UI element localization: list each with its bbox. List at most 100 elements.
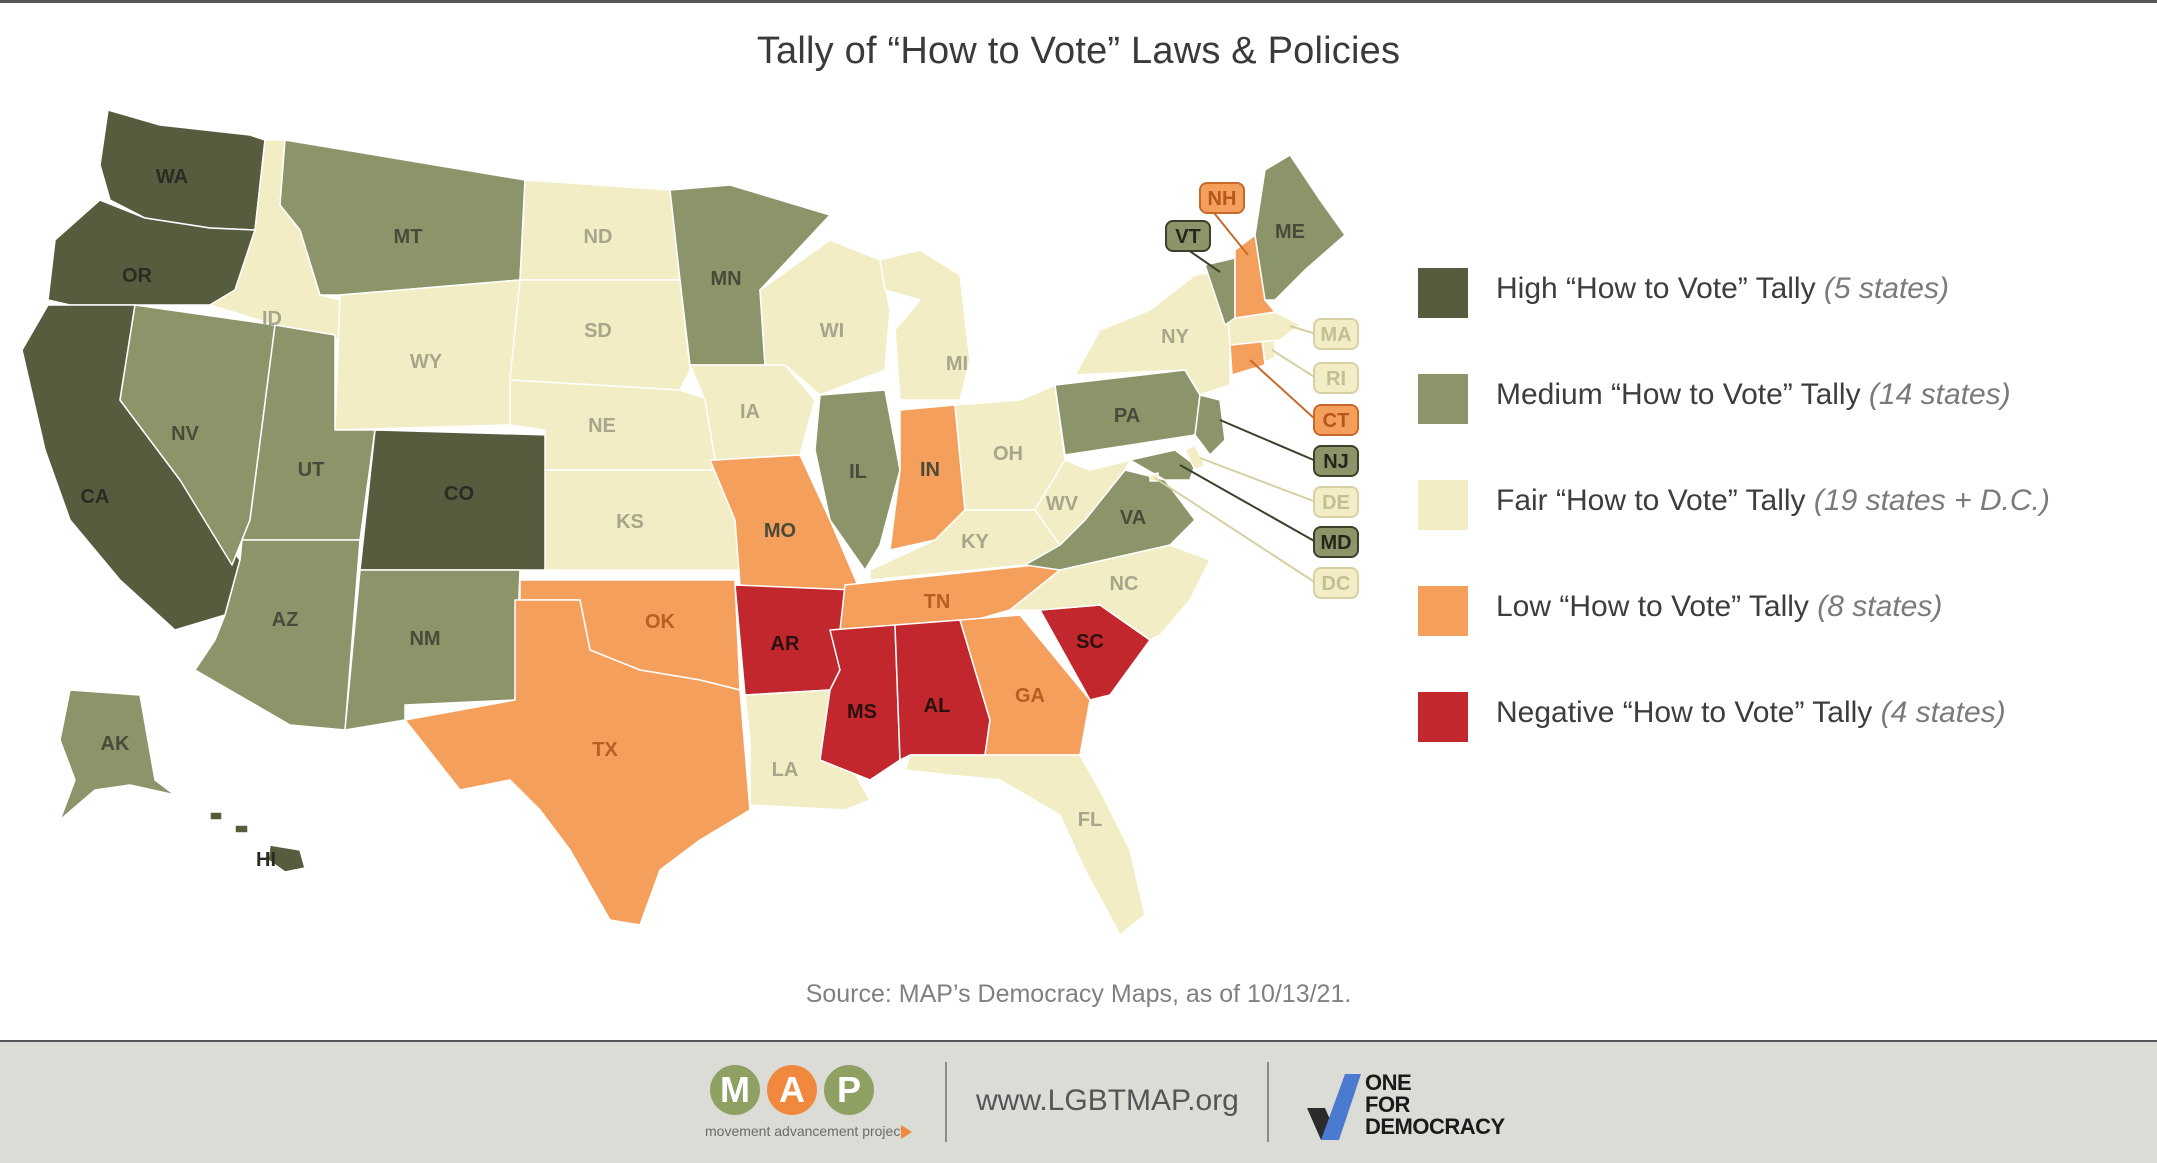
- map-logo-letter-p: P: [824, 1065, 874, 1115]
- callout-box-vt[interactable]: [1165, 220, 1211, 252]
- label-CA: CA: [81, 486, 110, 508]
- label-AK: AK: [101, 733, 130, 755]
- label-ME: ME: [1275, 221, 1305, 243]
- callout-box-md[interactable]: [1313, 526, 1359, 558]
- map-logo-letter-m: M: [710, 1065, 760, 1115]
- legend-label: Negative “How to Vote” Tally (4 states): [1496, 696, 2006, 730]
- callout-line-dc: [1154, 477, 1317, 584]
- label-NY: NY: [1161, 326, 1189, 348]
- callout-box-nj[interactable]: [1313, 445, 1359, 477]
- source-note: Source: MAP’s Democracy Maps, as of 10/1…: [805, 980, 1352, 1008]
- state-NM[interactable]: [344, 569, 521, 731]
- state-UT[interactable]: [241, 324, 376, 541]
- callout-line-ct: [1249, 359, 1317, 421]
- state-NJ[interactable]: [1194, 394, 1226, 456]
- label-OK: OK: [645, 611, 676, 633]
- label-GA: GA: [1015, 685, 1045, 707]
- legend-label: Fair “How to Vote” Tally (19 states + D.…: [1496, 484, 2050, 518]
- ofd-line-2: FOR: [1365, 1092, 1410, 1117]
- callout-label-nj: NJ: [1323, 451, 1349, 473]
- label-NC: NC: [1110, 573, 1139, 595]
- state-WV[interactable]: [1034, 459, 1131, 546]
- legend-item-low: Low “How to Vote” Tally (8 states): [1418, 580, 2138, 640]
- callout-label-de: DE: [1322, 492, 1350, 514]
- callout-box-ri[interactable]: [1313, 362, 1359, 394]
- ofd-line-3: DEMOCRACY: [1365, 1114, 1505, 1139]
- callout-label-ct: CT: [1323, 410, 1350, 432]
- legend-item-medium: Medium “How to Vote” Tally (14 states): [1418, 368, 2138, 428]
- callout-label-nh: NH: [1208, 188, 1237, 210]
- label-MN: MN: [710, 268, 741, 290]
- label-MI: MI: [946, 353, 968, 375]
- state-WI[interactable]: [759, 239, 891, 396]
- label-OR: OR: [122, 265, 153, 287]
- state-FL[interactable]: [904, 754, 1146, 936]
- label-UT: UT: [298, 459, 325, 481]
- label-PA: PA: [1114, 405, 1140, 427]
- legend-label-text: Negative “How to Vote” Tally: [1496, 696, 1881, 729]
- state-MT[interactable]: [279, 139, 526, 296]
- website-link[interactable]: www.LGBTMAP.org: [976, 1084, 1239, 1117]
- legend-label: Low “How to Vote” Tally (8 states): [1496, 590, 1942, 624]
- state-HI[interactable]: [209, 811, 306, 873]
- map-logo: M A P movement advancement project: [705, 1065, 925, 1155]
- label-NM: NM: [409, 628, 440, 650]
- map-logo-subtitle: movement advancement project: [705, 1123, 905, 1139]
- footer-divider-right: [1267, 1062, 1269, 1142]
- callout-label-ma: MA: [1320, 324, 1351, 346]
- legend-count: (5 states): [1823, 272, 1949, 305]
- callout-line-de: [1199, 457, 1317, 503]
- state-AZ[interactable]: [194, 539, 361, 731]
- legend-label-text: Medium “How to Vote” Tally: [1496, 378, 1869, 411]
- map-logo-letter-a: A: [767, 1065, 817, 1115]
- state-NH[interactable]: [1234, 234, 1276, 319]
- label-TN: TN: [924, 591, 951, 613]
- play-arrow-icon: [901, 1125, 912, 1139]
- label-MS: MS: [847, 701, 877, 723]
- legend-count: (19 states + D.C.): [1813, 484, 2050, 517]
- label-WV: WV: [1046, 493, 1079, 515]
- label-ND: ND: [584, 226, 613, 248]
- label-WI: WI: [820, 320, 844, 342]
- callout-label-vt: VT: [1175, 226, 1201, 248]
- callout-label-dc: DC: [1322, 573, 1351, 595]
- label-VA: VA: [1120, 507, 1146, 529]
- legend-label-text: High “How to Vote” Tally: [1496, 272, 1824, 305]
- legend-swatch: [1418, 480, 1468, 530]
- label-LA: LA: [772, 759, 799, 781]
- label-CO: CO: [444, 483, 474, 505]
- footer-divider-left: [945, 1062, 947, 1142]
- callout-box-de[interactable]: [1313, 486, 1359, 518]
- state-IL[interactable]: [814, 389, 901, 571]
- legend-label-text: Low “How to Vote” Tally: [1496, 590, 1818, 623]
- page-title: Tally of “How to Vote” Laws & Policies: [756, 30, 1401, 72]
- callout-box-ma[interactable]: [1313, 318, 1359, 350]
- state-AK[interactable]: [59, 689, 176, 821]
- label-IL: IL: [849, 461, 867, 483]
- label-WA: WA: [156, 166, 188, 188]
- callout-label-ri: RI: [1326, 368, 1346, 390]
- legend-label: High “How to Vote” Tally (5 states): [1496, 272, 1949, 306]
- legend-swatch: [1418, 268, 1468, 318]
- state-DE[interactable]: [1184, 444, 1206, 471]
- callout-box-dc[interactable]: [1313, 567, 1359, 599]
- callout-box-nh[interactable]: [1199, 182, 1245, 214]
- state-MI[interactable]: [879, 249, 971, 401]
- callout-line-nj: [1219, 419, 1317, 462]
- label-ID: ID: [262, 308, 282, 330]
- legend-count: (14 states): [1868, 378, 2011, 411]
- state-TX[interactable]: [404, 599, 751, 926]
- callout-box-ct[interactable]: [1313, 404, 1359, 436]
- state-ME[interactable]: [1254, 154, 1346, 301]
- us-map: WA OR CA NV ID MT WY UT CO AZ NM ND SD N…: [21, 109, 1359, 936]
- label-SD: SD: [584, 320, 612, 342]
- callout-line-md: [1179, 464, 1317, 543]
- ofd-line-1: ONE: [1365, 1070, 1412, 1095]
- label-WY: WY: [410, 351, 443, 373]
- legend-item-high: High “How to Vote” Tally (5 states): [1418, 262, 2138, 322]
- label-AL: AL: [924, 695, 951, 717]
- legend-item-fair: Fair “How to Vote” Tally (19 states + D.…: [1418, 474, 2138, 534]
- label-IA: IA: [740, 401, 760, 423]
- legend-count: (4 states): [1880, 696, 2006, 729]
- state-SD[interactable]: [509, 279, 691, 391]
